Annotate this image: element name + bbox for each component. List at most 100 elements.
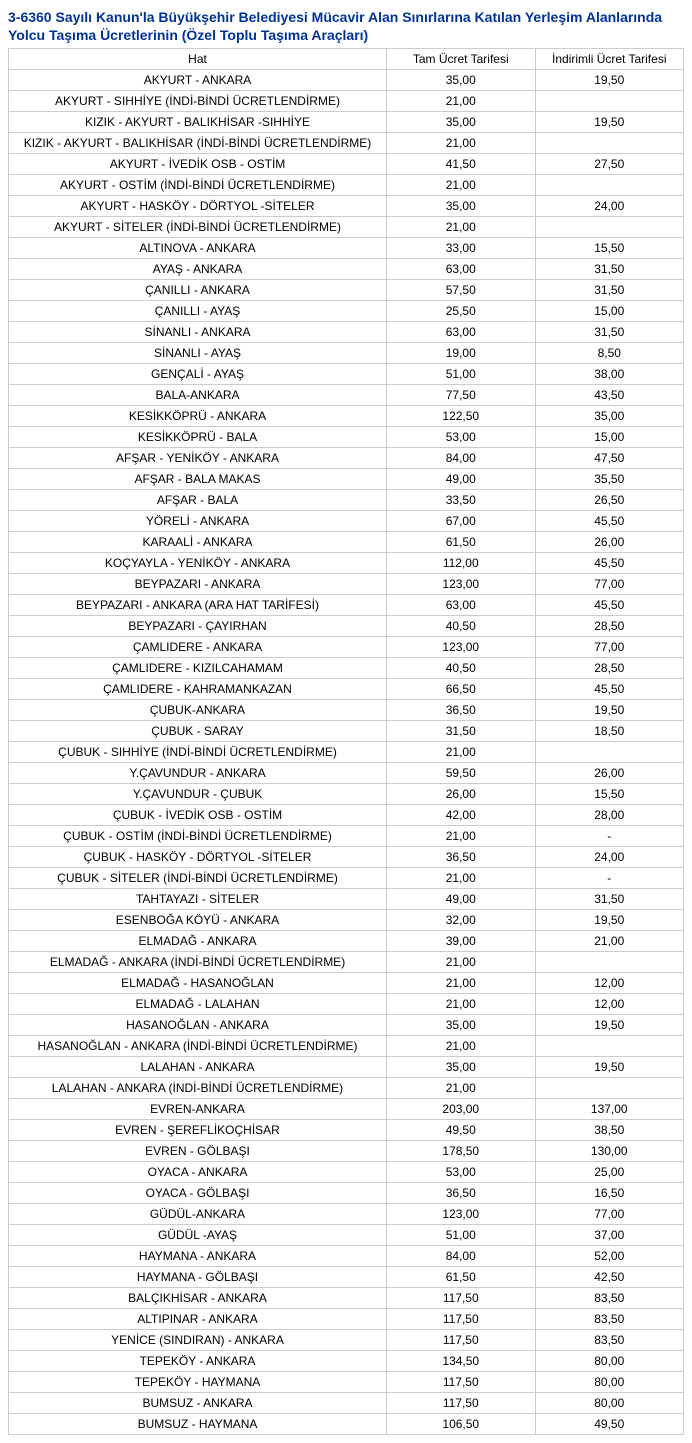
cell-discount-fare: 31,50 bbox=[535, 280, 684, 301]
cell-discount-fare: 83,50 bbox=[535, 1330, 684, 1351]
cell-full-fare: 21,00 bbox=[387, 217, 536, 238]
cell-route: AKYURT - HASKÖY - DÖRTYOL -SİTELER bbox=[9, 196, 387, 217]
cell-full-fare: 41,50 bbox=[387, 154, 536, 175]
table-row: AFŞAR - BALA33,5026,50 bbox=[9, 490, 684, 511]
cell-route: KOÇYAYLA - YENİKÖY - ANKARA bbox=[9, 553, 387, 574]
cell-route: EVREN - ŞEREFLİKOÇHİSAR bbox=[9, 1120, 387, 1141]
cell-discount-fare: 80,00 bbox=[535, 1372, 684, 1393]
cell-route: ELMADAĞ - HASANOĞLAN bbox=[9, 973, 387, 994]
cell-discount-fare bbox=[535, 175, 684, 196]
cell-route: ÇUBUK - İVEDİK OSB - OSTİM bbox=[9, 805, 387, 826]
table-row: GENÇALİ - AYAŞ51,0038,00 bbox=[9, 364, 684, 385]
cell-discount-fare: 77,00 bbox=[535, 574, 684, 595]
cell-discount-fare: 12,00 bbox=[535, 973, 684, 994]
cell-discount-fare: 80,00 bbox=[535, 1351, 684, 1372]
table-row: BEYPAZARI - ANKARA123,0077,00 bbox=[9, 574, 684, 595]
cell-full-fare: 40,50 bbox=[387, 658, 536, 679]
cell-full-fare: 178,50 bbox=[387, 1141, 536, 1162]
table-row: ALTINOVA - ANKARA33,0015,50 bbox=[9, 238, 684, 259]
cell-full-fare: 66,50 bbox=[387, 679, 536, 700]
table-row: Y.ÇAVUNDUR - ANKARA59,5026,00 bbox=[9, 763, 684, 784]
table-row: AKYURT - ANKARA35,0019,50 bbox=[9, 70, 684, 91]
table-row: OYACA - ANKARA53,0025,00 bbox=[9, 1162, 684, 1183]
table-header-row: Hat Tam Ücret Tarifesi İndirimli Ücret T… bbox=[9, 49, 684, 70]
cell-discount-fare: 8,50 bbox=[535, 343, 684, 364]
cell-route: ÇANILLI - ANKARA bbox=[9, 280, 387, 301]
cell-full-fare: 57,50 bbox=[387, 280, 536, 301]
cell-full-fare: 203,00 bbox=[387, 1099, 536, 1120]
cell-discount-fare: 83,50 bbox=[535, 1309, 684, 1330]
cell-full-fare: 35,00 bbox=[387, 1057, 536, 1078]
table-row: ÇUBUK - OSTİM (İNDİ-BİNDİ ÜCRETLENDİRME)… bbox=[9, 826, 684, 847]
table-row: EVREN-ANKARA203,00137,00 bbox=[9, 1099, 684, 1120]
cell-route: LALAHAN - ANKARA bbox=[9, 1057, 387, 1078]
table-row: SİNANLI - AYAŞ19,008,50 bbox=[9, 343, 684, 364]
table-row: ÇUBUK - SIHHİYE (İNDİ-BİNDİ ÜCRETLENDİRM… bbox=[9, 742, 684, 763]
cell-discount-fare: 19,50 bbox=[535, 1015, 684, 1036]
cell-discount-fare: 45,50 bbox=[535, 553, 684, 574]
cell-discount-fare: 19,50 bbox=[535, 1057, 684, 1078]
cell-full-fare: 35,00 bbox=[387, 70, 536, 91]
table-row: EVREN - ŞEREFLİKOÇHİSAR49,5038,50 bbox=[9, 1120, 684, 1141]
table-row: SİNANLI - ANKARA63,0031,50 bbox=[9, 322, 684, 343]
cell-discount-fare bbox=[535, 217, 684, 238]
cell-full-fare: 21,00 bbox=[387, 1078, 536, 1099]
cell-discount-fare: 38,00 bbox=[535, 364, 684, 385]
cell-full-fare: 106,50 bbox=[387, 1414, 536, 1435]
table-row: BEYPAZARI - ÇAYIRHAN40,5028,50 bbox=[9, 616, 684, 637]
cell-discount-fare: 35,00 bbox=[535, 406, 684, 427]
cell-full-fare: 63,00 bbox=[387, 595, 536, 616]
cell-full-fare: 39,00 bbox=[387, 931, 536, 952]
cell-full-fare: 63,00 bbox=[387, 259, 536, 280]
cell-route: EVREN-ANKARA bbox=[9, 1099, 387, 1120]
table-row: KESİKKÖPRÜ - ANKARA122,5035,00 bbox=[9, 406, 684, 427]
table-row: LALAHAN - ANKARA35,0019,50 bbox=[9, 1057, 684, 1078]
cell-full-fare: 77,50 bbox=[387, 385, 536, 406]
table-row: ELMADAĞ - ANKARA (İNDİ-BİNDİ ÜCRETLENDİR… bbox=[9, 952, 684, 973]
table-row: ALTIPINAR - ANKARA117,5083,50 bbox=[9, 1309, 684, 1330]
cell-full-fare: 21,00 bbox=[387, 826, 536, 847]
table-row: AKYURT - İVEDİK OSB - OSTİM41,5027,50 bbox=[9, 154, 684, 175]
table-row: HAYMANA - GÖLBAŞI61,5042,50 bbox=[9, 1267, 684, 1288]
table-row: ÇUBUK - HASKÖY - DÖRTYOL -SİTELER36,5024… bbox=[9, 847, 684, 868]
cell-route: ALTIPINAR - ANKARA bbox=[9, 1309, 387, 1330]
table-row: KOÇYAYLA - YENİKÖY - ANKARA112,0045,50 bbox=[9, 553, 684, 574]
table-row: TEPEKÖY - HAYMANA117,5080,00 bbox=[9, 1372, 684, 1393]
cell-discount-fare bbox=[535, 742, 684, 763]
cell-full-fare: 67,00 bbox=[387, 511, 536, 532]
cell-route: GÜDÜL-ANKARA bbox=[9, 1204, 387, 1225]
table-row: YENİCE (SINDIRAN) - ANKARA117,5083,50 bbox=[9, 1330, 684, 1351]
cell-route: AKYURT - İVEDİK OSB - OSTİM bbox=[9, 154, 387, 175]
cell-discount-fare: 35,50 bbox=[535, 469, 684, 490]
cell-full-fare: 84,00 bbox=[387, 1246, 536, 1267]
cell-route: KIZIK - AKYURT - BALIKHİSAR (İNDİ-BİNDİ … bbox=[9, 133, 387, 154]
cell-route: ELMADAĞ - ANKARA bbox=[9, 931, 387, 952]
cell-discount-fare: 12,00 bbox=[535, 994, 684, 1015]
cell-discount-fare: 15,00 bbox=[535, 301, 684, 322]
cell-route: TAHTAYAZI - SİTELER bbox=[9, 889, 387, 910]
table-row: GÜDÜL-ANKARA123,0077,00 bbox=[9, 1204, 684, 1225]
cell-discount-fare bbox=[535, 1036, 684, 1057]
page-title: 3-6360 Sayılı Kanun'la Büyükşehir Beledi… bbox=[8, 8, 684, 44]
cell-route: GENÇALİ - AYAŞ bbox=[9, 364, 387, 385]
cell-discount-fare: 28,50 bbox=[535, 658, 684, 679]
cell-route: ÇAMLIDERE - ANKARA bbox=[9, 637, 387, 658]
cell-route: AFŞAR - BALA bbox=[9, 490, 387, 511]
cell-discount-fare: 19,50 bbox=[535, 910, 684, 931]
cell-route: ESENBOĞA KÖYÜ - ANKARA bbox=[9, 910, 387, 931]
cell-discount-fare: 26,00 bbox=[535, 763, 684, 784]
cell-route: HASANOĞLAN - ANKARA bbox=[9, 1015, 387, 1036]
cell-discount-fare: 24,00 bbox=[535, 196, 684, 217]
table-row: HASANOĞLAN - ANKARA (İNDİ-BİNDİ ÜCRETLEN… bbox=[9, 1036, 684, 1057]
cell-full-fare: 21,00 bbox=[387, 133, 536, 154]
cell-route: TEPEKÖY - ANKARA bbox=[9, 1351, 387, 1372]
table-row: AKYURT - HASKÖY - DÖRTYOL -SİTELER35,002… bbox=[9, 196, 684, 217]
cell-discount-fare: 15,50 bbox=[535, 238, 684, 259]
cell-discount-fare: 19,50 bbox=[535, 70, 684, 91]
cell-route: AYAŞ - ANKARA bbox=[9, 259, 387, 280]
cell-full-fare: 21,00 bbox=[387, 175, 536, 196]
cell-full-fare: 33,00 bbox=[387, 238, 536, 259]
table-row: ÇUBUK - İVEDİK OSB - OSTİM42,0028,00 bbox=[9, 805, 684, 826]
table-row: Y.ÇAVUNDUR - ÇUBUK26,0015,50 bbox=[9, 784, 684, 805]
cell-route: GÜDÜL -AYAŞ bbox=[9, 1225, 387, 1246]
